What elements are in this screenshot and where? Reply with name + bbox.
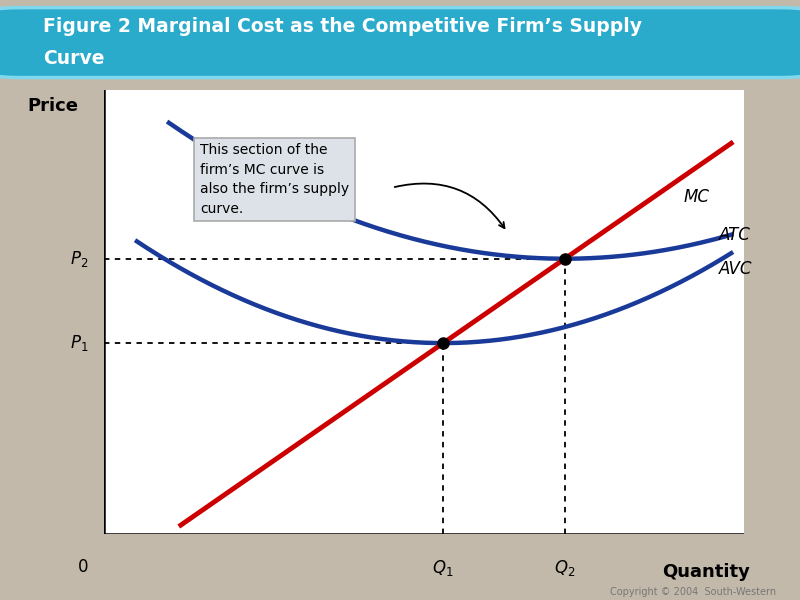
Text: This section of the
firm’s MC curve is
also the firm’s supply
curve.: This section of the firm’s MC curve is a… [200,143,349,216]
Text: AVC: AVC [718,260,752,278]
Text: ATC: ATC [718,226,750,244]
Text: Curve: Curve [43,49,104,68]
Text: $P_1$: $P_1$ [70,333,88,353]
FancyBboxPatch shape [0,8,800,77]
Text: Quantity: Quantity [662,563,750,581]
Text: $Q_2$: $Q_2$ [554,559,575,578]
Text: Copyright © 2004  South-Western: Copyright © 2004 South-Western [610,587,776,597]
Text: $P_2$: $P_2$ [70,249,88,269]
Text: Figure 2 Marginal Cost as the Competitive Firm’s Supply: Figure 2 Marginal Cost as the Competitiv… [43,17,642,36]
Text: Price: Price [27,97,78,115]
Text: MC: MC [683,188,710,206]
Text: $Q_1$: $Q_1$ [433,559,454,578]
Text: 0: 0 [78,559,88,577]
